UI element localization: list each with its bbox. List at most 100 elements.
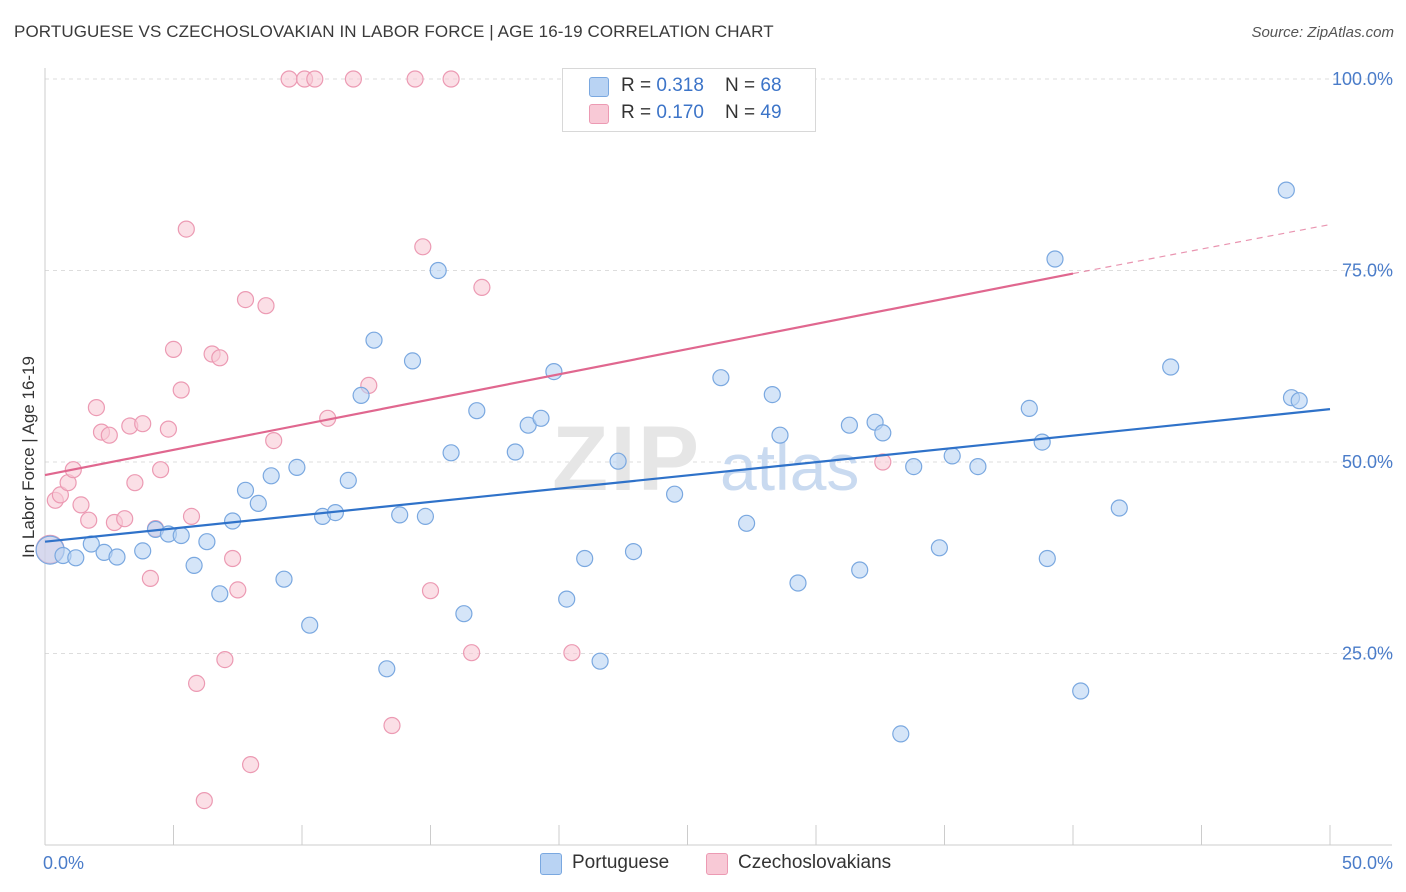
czechoslovakians-point	[51, 486, 70, 504]
portuguese-point	[378, 660, 396, 678]
legend-n-label: N =	[725, 102, 761, 123]
czechoslovakians-point	[141, 569, 159, 588]
portuguese-point	[969, 458, 987, 476]
portuguese-point	[506, 443, 524, 461]
portuguese-point	[198, 533, 216, 551]
legend-n-value: 49	[760, 102, 782, 123]
czechoslovakians-point	[100, 426, 118, 444]
czechoslovakians-swatch	[589, 104, 609, 124]
portuguese-point	[576, 549, 594, 568]
portuguese-point	[416, 507, 434, 526]
portuguese-point	[442, 444, 460, 462]
portuguese-point	[468, 402, 486, 420]
portuguese-point	[288, 458, 306, 476]
czechoslovakians-point	[236, 291, 255, 309]
portuguese-point	[712, 369, 730, 387]
portuguese-point	[211, 585, 229, 603]
portuguese-legend-label: Portuguese	[572, 852, 670, 873]
tick-labels: 25.0% 50.0% 75.0% 100.0% 0.0% 50.0%	[43, 69, 1393, 873]
czechoslovakians-point	[152, 461, 170, 479]
portuguese-point	[67, 549, 85, 567]
czechoslovakians-point	[406, 70, 424, 88]
legend-n-label: N =	[725, 75, 761, 96]
y-tick-label: 75.0%	[1342, 261, 1393, 281]
czechoslovakians-point	[280, 70, 298, 88]
portuguese-swatch	[589, 77, 609, 97]
chart-title: PORTUGUESE VS CZECHOSLOVAKIAN IN LABOR F…	[14, 22, 774, 41]
watermark: ZIP atlas	[552, 408, 859, 510]
portuguese-point	[532, 409, 550, 427]
portuguese-point	[851, 561, 869, 579]
czechoslovakians-point	[188, 674, 206, 693]
legend-r-label: R =	[621, 102, 657, 123]
czechoslovakians-point	[229, 581, 247, 599]
portuguese-point	[1277, 181, 1295, 199]
czechoslovakians-point	[216, 650, 234, 669]
czechoslovakians-point	[344, 70, 362, 88]
portuguese-point	[1162, 358, 1180, 376]
czechoslovakians-point	[80, 511, 98, 529]
portuguese-point	[930, 539, 949, 557]
portuguese-point	[905, 458, 923, 476]
portuguese-point	[771, 426, 789, 444]
trendlines	[44, 223, 1331, 543]
portuguese-point	[365, 331, 383, 349]
portuguese-point	[558, 590, 576, 608]
portuguese-point	[429, 261, 447, 280]
portuguese-point	[185, 556, 203, 575]
czechoslovakians-point	[159, 420, 177, 438]
czechoslovakians-trendline-extension	[1072, 223, 1331, 275]
portuguese-point	[624, 542, 643, 561]
axes	[44, 68, 1392, 846]
portuguese-point	[262, 467, 280, 485]
portuguese-point	[892, 725, 910, 743]
x-tick-label: 50.0%	[1342, 853, 1393, 873]
portuguese-point	[391, 506, 409, 524]
portuguese-point	[763, 386, 781, 404]
czechoslovakians-point	[473, 278, 491, 296]
legend-n-value: 68	[760, 75, 782, 96]
czechoslovakians-point	[442, 70, 460, 88]
portuguese-point	[591, 652, 609, 670]
legend-r-value: 0.170	[656, 102, 704, 123]
portuguese-point	[1033, 433, 1051, 451]
portuguese-point	[455, 605, 473, 623]
czechoslovakians-point	[563, 644, 581, 662]
portuguese-point	[789, 574, 807, 592]
y-tick-label: 50.0%	[1342, 452, 1393, 472]
legend: R = 0.318 N = 68 R = 0.170 N = 49	[562, 68, 816, 132]
czechoslovakians-point	[421, 582, 440, 600]
portuguese-point	[352, 386, 370, 404]
portuguese-point	[275, 570, 293, 588]
portuguese-point	[943, 447, 961, 465]
portuguese-point	[737, 514, 756, 532]
portuguese-point	[134, 542, 152, 560]
watermark-atlas: atlas	[720, 430, 859, 504]
portuguese-point	[1046, 250, 1064, 268]
czechoslovakians-point	[126, 474, 144, 492]
portuguese-point	[172, 526, 190, 545]
czechoslovakians-point	[383, 716, 401, 735]
portuguese-point	[840, 416, 859, 434]
czechoslovakians-point	[164, 340, 183, 358]
portuguese-point	[108, 548, 126, 566]
portuguese-point	[1072, 682, 1090, 700]
portuguese-trendline	[44, 408, 1331, 543]
portuguese-point	[1290, 392, 1308, 410]
czechoslovakians-point	[177, 220, 195, 238]
x-tick-label: 0.0%	[43, 853, 84, 873]
legend-r-value: 0.318	[656, 75, 704, 96]
portuguese-point	[1020, 399, 1038, 417]
czechoslovakians-point	[306, 70, 324, 88]
czechoslovakians-point	[463, 644, 481, 662]
czechoslovakians-point	[257, 297, 275, 315]
portuguese-legend-swatch	[540, 853, 562, 875]
czechoslovakians-point	[242, 755, 260, 774]
portuguese-point	[609, 452, 627, 470]
gridlines	[45, 78, 1392, 654]
czechoslovakians-point	[87, 399, 106, 417]
czechoslovakians-point	[172, 381, 190, 399]
czechoslovakians-legend-swatch	[706, 853, 728, 875]
czechoslovakians-point	[116, 510, 134, 528]
